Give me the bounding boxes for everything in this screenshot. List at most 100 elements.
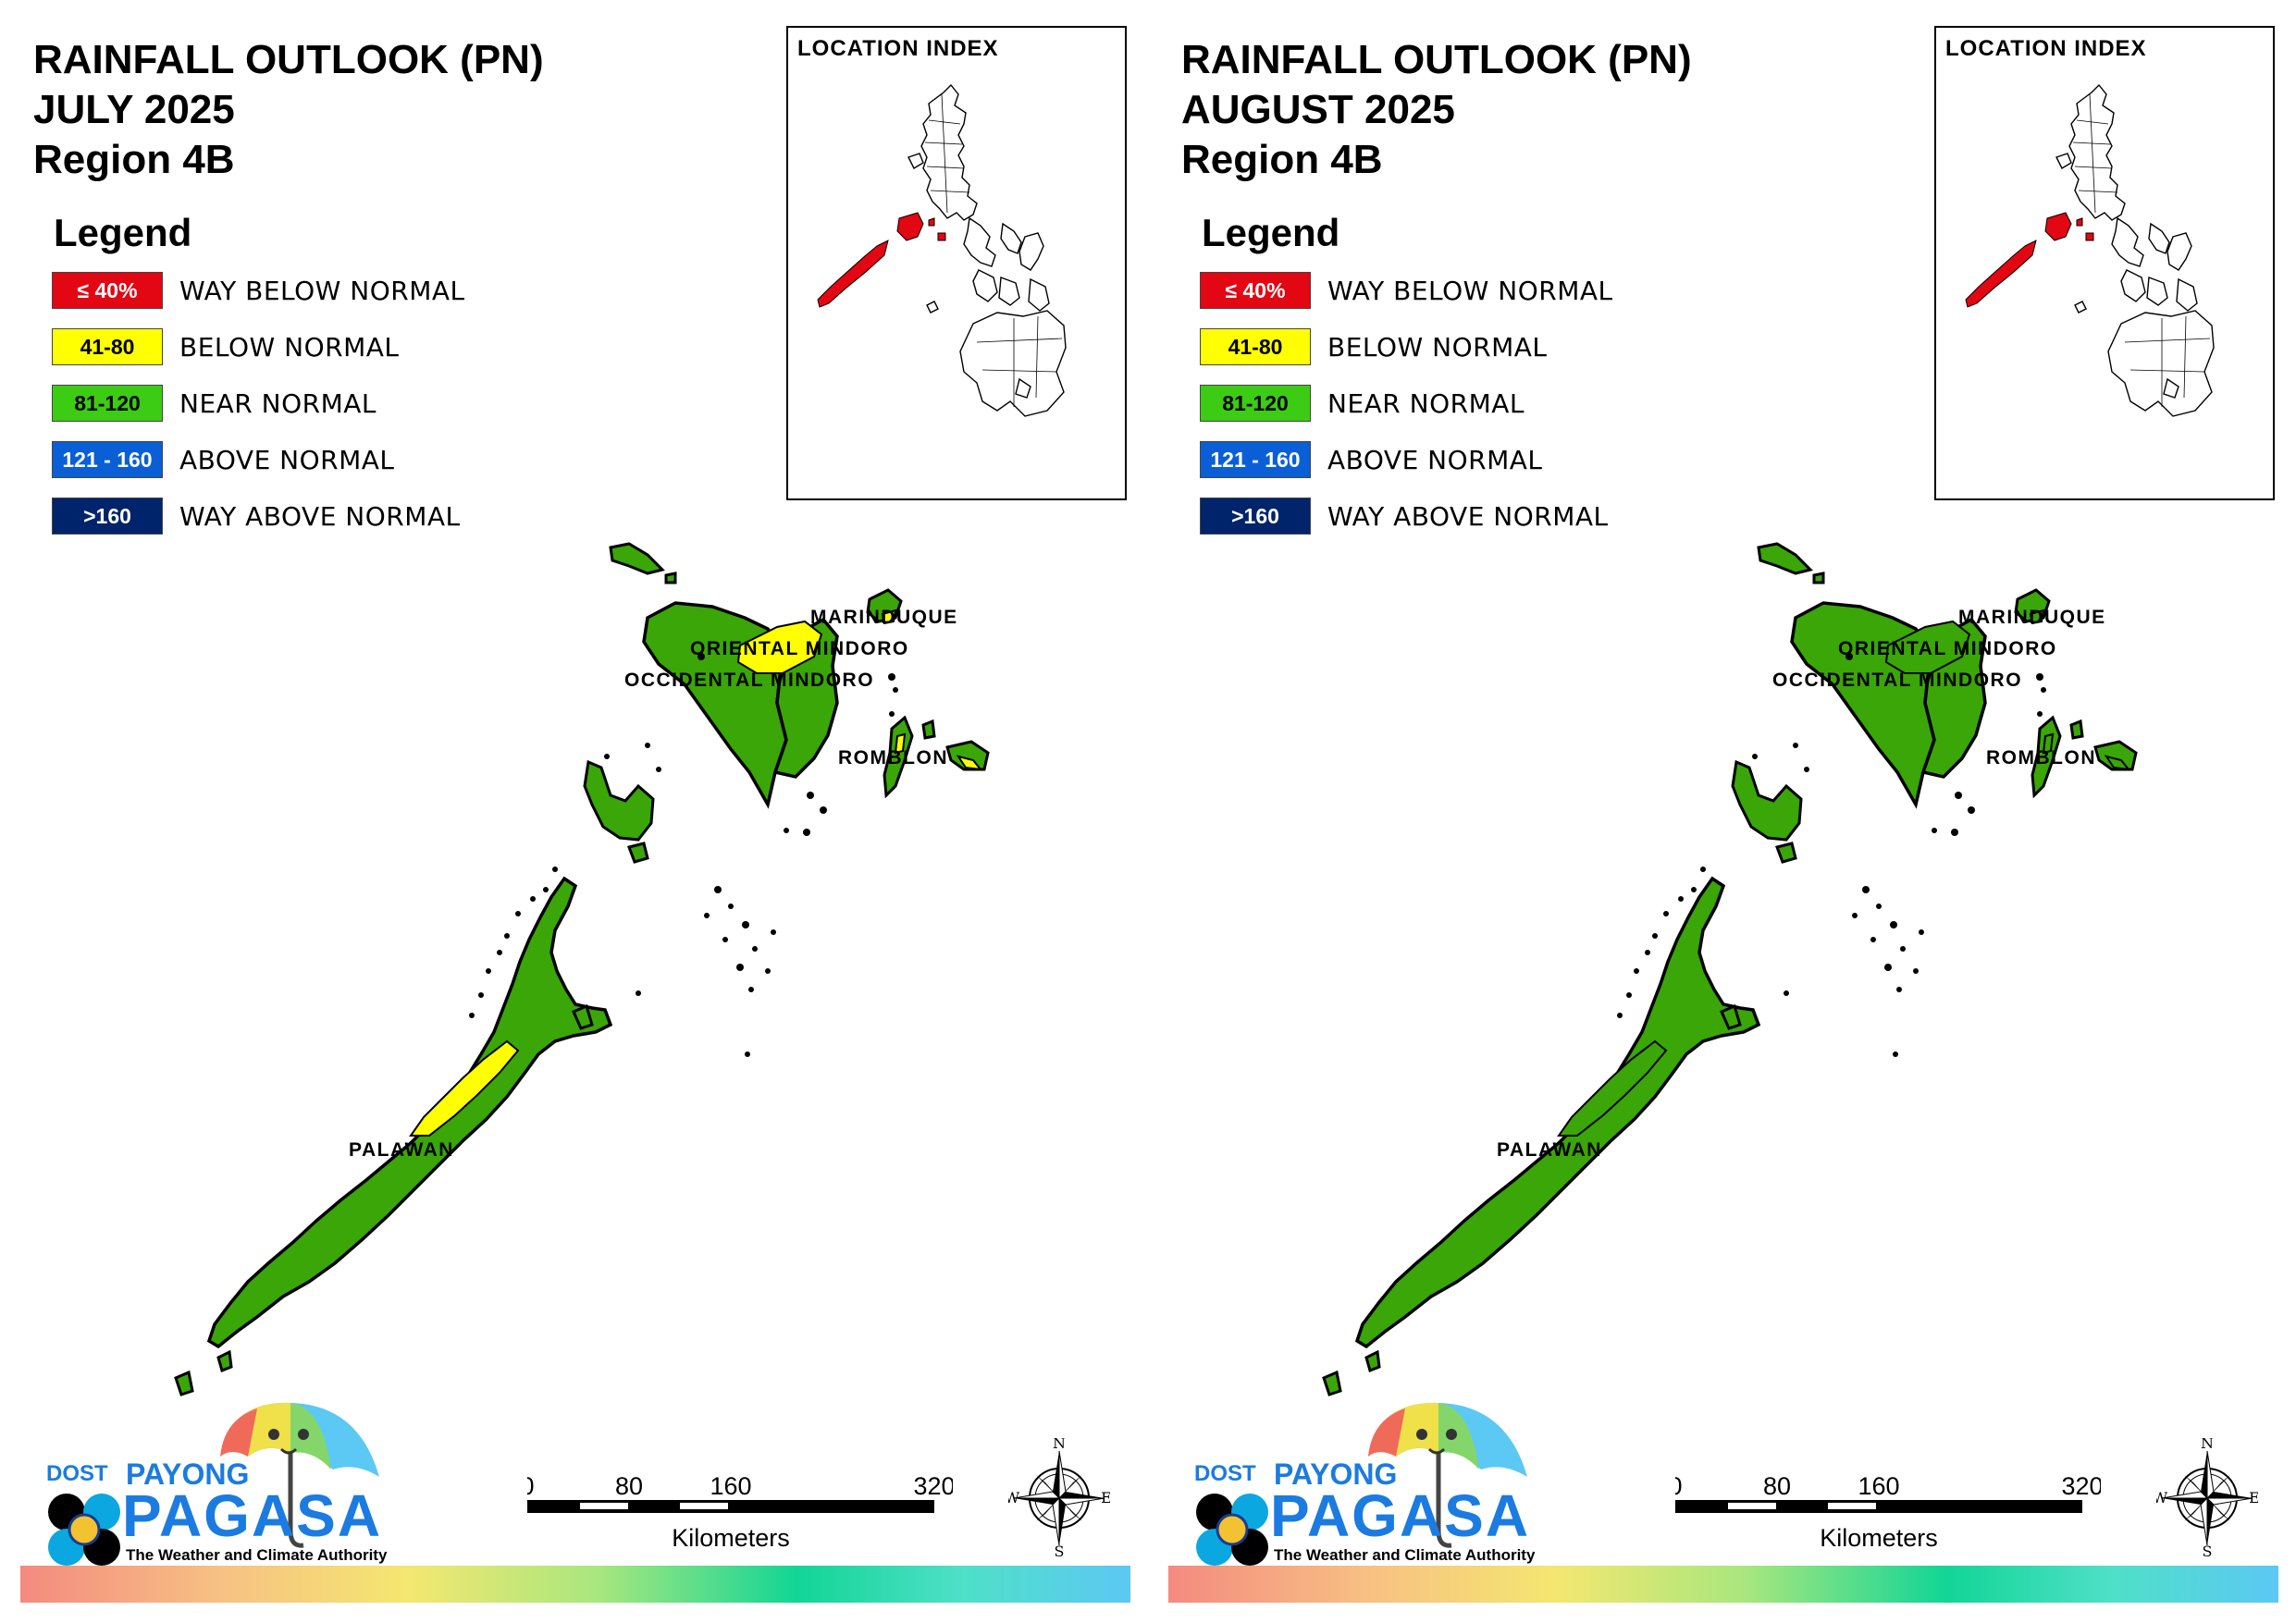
legend-row: ≤ 40% WAY BELOW NORMAL (1200, 272, 1681, 309)
palawan-island (1354, 876, 1761, 1349)
legend-row: 41-80 BELOW NORMAL (52, 328, 533, 365)
umbrella-icon (220, 1402, 379, 1548)
label-palawan: PALAWAN (349, 1139, 454, 1161)
scale-unit: Kilometers (672, 1524, 790, 1552)
logo-tagline: The Weather and Climate Authority (1274, 1546, 1536, 1564)
legend: Legend ≤ 40% WAY BELOW NORMAL 41-80 BELOW N… (52, 211, 533, 554)
mindoro-islets (1845, 653, 2046, 836)
romblon-islands (2031, 715, 2138, 799)
palawan-area (1354, 876, 1761, 1349)
mindoro-below-normal-patch (1884, 620, 1971, 674)
palawan-small-islets (1617, 743, 1809, 1018)
cuyo-islets (636, 886, 776, 1057)
legend-swatch: 81-120 (1200, 385, 1311, 422)
legend-label: BELOW NORMAL (1327, 331, 1548, 363)
mindoro-island (642, 601, 839, 809)
legend-title: Legend (54, 211, 192, 254)
legend-swatch: 81-120 (52, 385, 163, 422)
compass-e: E (1101, 1489, 1110, 1506)
scale-bar-gap-1 (1728, 1503, 1776, 1509)
location-index: LOCATION INDEX (1934, 26, 2275, 500)
label-marinduque: MARINDUQUE (1958, 607, 2106, 628)
mindoro-island (1790, 601, 1987, 809)
legend-swatch: 41-80 (52, 328, 163, 365)
logo-payong: PAYONG (126, 1457, 249, 1491)
palawan-island (206, 876, 613, 1349)
location-index-map: LOCATION INDEX (1945, 36, 2215, 417)
logo-pagasa: PAGASA (1270, 1482, 1530, 1549)
compass-n: N (1053, 1438, 1066, 1452)
legend-row: 121 - 160 ABOVE NORMAL (1200, 441, 1681, 478)
palawan-islets (174, 1003, 594, 1396)
scale-bar-body (527, 1500, 934, 1513)
label-romblon: ROMBLON (838, 747, 948, 768)
legend-row: ≤ 40% WAY BELOW NORMAL (52, 272, 533, 309)
map-title: RAINFALL OUTLOOK (PN) AUGUST 2025 Region… (1181, 35, 1692, 185)
gradient-footer-bar (1168, 1566, 2278, 1603)
compass-s: S (2203, 1543, 2213, 1558)
legend-swatch: ≤ 40% (52, 272, 163, 309)
title-line-3: Region 4B (33, 137, 235, 182)
scale-tick-80: 80 (615, 1472, 643, 1500)
pagasa-logo: DOST PAYONG PAGASA The Weather and Clima… (46, 1402, 388, 1566)
palawan-area (206, 876, 613, 1349)
title-line-2: JULY 2025 (33, 87, 235, 132)
legend-title: Legend (1202, 211, 1340, 254)
legend-rows: ≤ 40% WAY BELOW NORMAL 41-80 BELOW NORMAL 81… (52, 272, 533, 535)
label-romblon: ROMBLON (1986, 747, 2096, 768)
logo-dost: DOST (46, 1461, 108, 1486)
marinduque-below-normal-patch (881, 609, 897, 625)
location-index-title: LOCATION INDEX (797, 36, 999, 61)
scale-bar-gap-2 (680, 1503, 728, 1509)
region-4b-highlight (817, 212, 946, 308)
logo-dost: DOST (1194, 1461, 1256, 1486)
scale-tick-320: 320 (913, 1472, 953, 1500)
legend-label: NEAR NORMAL (1327, 387, 1524, 419)
compass-e: E (2249, 1489, 2258, 1506)
legend-label: WAY BELOW NORMAL (1327, 275, 1613, 306)
map-title: RAINFALL OUTLOOK (PN) JULY 2025 Region 4… (33, 35, 544, 185)
label-occidental-mindoro: OCCIDENTAL MINDORO (1772, 670, 2022, 691)
scale-tick-80: 80 (1763, 1472, 1791, 1500)
legend-swatch: 121 - 160 (52, 441, 163, 478)
marinduque-island (2014, 588, 2051, 625)
panel-july: RAINFALL OUTLOOK (PN) JULY 2025 Region 4… (20, 26, 1130, 1603)
location-index: LOCATION INDEX (786, 26, 1127, 500)
calamian-islands (1731, 759, 1803, 864)
legend-label: WAY ABOVE NORMAL (179, 500, 461, 532)
compass-rose-icon: N S W E (2156, 1438, 2258, 1558)
province-boundaries (2072, 93, 2211, 407)
scale-bar: 0 80 160 320 Kilometers (1675, 1472, 2101, 1552)
legend-row: >160 WAY ABOVE NORMAL (52, 498, 533, 535)
logo-payong: PAYONG (1274, 1457, 1397, 1491)
legend-label: ABOVE NORMAL (179, 444, 395, 475)
location-index-title: LOCATION INDEX (1945, 36, 2147, 61)
dost-seal-icon (48, 1494, 120, 1566)
scale-unit: Kilometers (1820, 1524, 1938, 1552)
gradient-footer-bar (20, 1566, 1130, 1603)
scale-bar-gap-2 (1828, 1503, 1876, 1509)
scale-tick-320: 320 (2061, 1472, 2101, 1500)
compass-rose-icon: N S W E (1008, 1438, 1110, 1558)
cuyo-islets (1784, 886, 1924, 1057)
legend-label: NEAR NORMAL (179, 387, 376, 419)
title-line-1: RAINFALL OUTLOOK (PN) (1181, 37, 1692, 82)
lubang-islands (1757, 542, 1825, 584)
panel-august: RAINFALL OUTLOOK (PN) AUGUST 2025 Region… (1148, 0, 2296, 1623)
legend-swatch: 121 - 160 (1200, 441, 1311, 478)
palawan-below-normal-patch (409, 1039, 520, 1137)
title-line-1: RAINFALL OUTLOOK (PN) (33, 37, 544, 82)
logo-pagasa: PAGASA (122, 1482, 382, 1549)
compass-s: S (1055, 1543, 1065, 1558)
palawan-islets (1322, 1003, 1742, 1396)
palawan-small-islets (469, 743, 661, 1018)
title-line-3: Region 4B (1181, 137, 1383, 182)
scale-tick-160: 160 (1858, 1472, 1899, 1500)
umbrella-icon (1368, 1402, 1527, 1548)
romblon-below-normal-patch (2104, 755, 2131, 771)
legend-row: 81-120 NEAR NORMAL (52, 385, 533, 422)
logo-tagline: The Weather and Climate Authority (126, 1546, 388, 1564)
lubang-islands (609, 542, 677, 584)
legend-row: 81-120 NEAR NORMAL (1200, 385, 1681, 422)
mindoro-below-normal-patch (736, 620, 823, 674)
